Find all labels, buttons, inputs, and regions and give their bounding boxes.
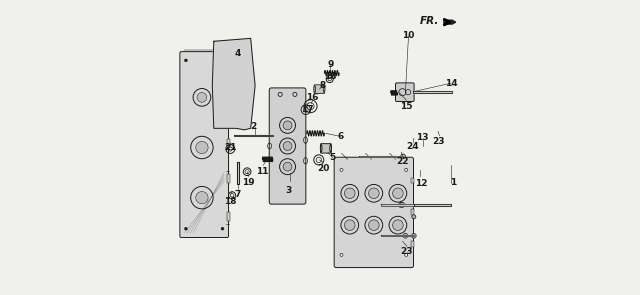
Circle shape (340, 253, 343, 256)
Circle shape (196, 141, 208, 154)
Polygon shape (212, 38, 255, 130)
Circle shape (221, 227, 224, 230)
Text: 13: 13 (417, 133, 429, 142)
Text: 1: 1 (450, 178, 456, 187)
Circle shape (412, 233, 416, 238)
Circle shape (340, 168, 343, 171)
Circle shape (184, 59, 188, 62)
Text: 3: 3 (285, 186, 292, 195)
Text: 16: 16 (306, 94, 318, 102)
Polygon shape (444, 20, 456, 24)
Circle shape (221, 59, 224, 62)
Circle shape (401, 154, 405, 159)
Circle shape (369, 188, 379, 199)
Bar (227, 139, 230, 148)
Text: 20: 20 (317, 164, 329, 173)
Bar (227, 212, 230, 221)
Ellipse shape (314, 86, 316, 92)
FancyBboxPatch shape (396, 83, 414, 101)
Circle shape (399, 202, 404, 208)
Text: 14: 14 (445, 79, 458, 88)
Bar (227, 174, 230, 183)
Text: 12: 12 (415, 179, 428, 188)
Polygon shape (234, 135, 273, 136)
Text: 22: 22 (397, 157, 409, 166)
Text: 15: 15 (400, 102, 413, 111)
Text: 7: 7 (234, 190, 241, 199)
Ellipse shape (330, 145, 332, 152)
Text: 9: 9 (328, 60, 334, 69)
Circle shape (283, 142, 292, 150)
Ellipse shape (323, 86, 325, 92)
FancyBboxPatch shape (314, 85, 324, 93)
FancyBboxPatch shape (334, 157, 413, 268)
Text: 23: 23 (400, 247, 413, 256)
Circle shape (412, 215, 416, 219)
FancyBboxPatch shape (269, 88, 306, 204)
Bar (412, 178, 414, 183)
Text: 10: 10 (403, 32, 415, 40)
Text: 8: 8 (320, 81, 326, 90)
Circle shape (344, 188, 355, 199)
Text: 19: 19 (242, 178, 254, 186)
Circle shape (400, 203, 404, 207)
Circle shape (403, 233, 408, 238)
FancyBboxPatch shape (180, 52, 228, 237)
Text: 6: 6 (337, 132, 344, 141)
Polygon shape (237, 162, 239, 184)
Circle shape (369, 220, 379, 230)
Circle shape (392, 220, 403, 230)
Bar (412, 209, 414, 215)
Bar (227, 103, 230, 112)
Circle shape (392, 188, 403, 199)
Text: 11: 11 (257, 167, 269, 176)
Polygon shape (414, 204, 451, 206)
Bar (412, 241, 414, 247)
Text: 23: 23 (433, 137, 445, 145)
Polygon shape (381, 204, 414, 206)
Polygon shape (359, 156, 403, 157)
Text: 18: 18 (225, 197, 237, 206)
Circle shape (344, 220, 355, 230)
Circle shape (283, 162, 292, 171)
Circle shape (197, 93, 207, 102)
Text: 4: 4 (235, 49, 241, 58)
Text: 21: 21 (225, 143, 237, 152)
Circle shape (196, 191, 208, 204)
Text: 5: 5 (330, 153, 336, 162)
Text: 2: 2 (250, 122, 257, 131)
Text: 24: 24 (406, 142, 419, 151)
Circle shape (404, 168, 408, 171)
Text: 18: 18 (324, 72, 337, 81)
Text: 17: 17 (301, 105, 314, 114)
Polygon shape (413, 91, 452, 93)
Polygon shape (381, 235, 414, 236)
Text: FR.: FR. (420, 16, 439, 26)
FancyBboxPatch shape (321, 144, 332, 153)
Circle shape (404, 253, 408, 256)
Circle shape (283, 121, 292, 130)
Circle shape (184, 227, 188, 230)
Ellipse shape (321, 145, 322, 152)
